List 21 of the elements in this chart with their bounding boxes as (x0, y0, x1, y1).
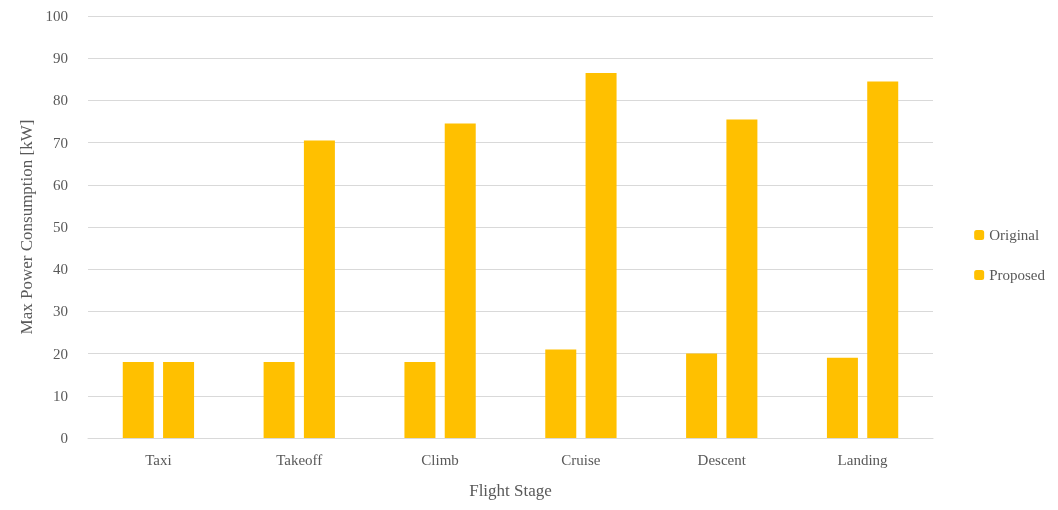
y-tick-label: 0 (60, 430, 68, 446)
y-tick-label: 90 (53, 50, 68, 67)
x-tick-label: Taxi (145, 451, 172, 468)
y-tick-label: 40 (53, 261, 68, 278)
y-tick-label: 70 (53, 134, 68, 151)
x-tick-label: Landing (837, 451, 889, 468)
y-tick-label: 20 (53, 345, 68, 362)
legend-label: Proposed (989, 267, 1046, 283)
y-tick-label: 80 (53, 92, 68, 109)
x-tick-label: Cruise (561, 451, 601, 468)
y-tick-label: 60 (53, 176, 68, 193)
y-tick-label: 30 (53, 303, 68, 320)
x-tick-label: Climb (421, 451, 459, 468)
y-tick-label: 100 (45, 8, 68, 24)
x-axis-title: Flight Stage (469, 481, 552, 500)
x-tick-label: Takeoff (276, 451, 323, 468)
y-tick-label: 10 (53, 387, 68, 404)
x-tick-label: Descent (697, 451, 747, 468)
legend-label: Original (989, 227, 1040, 243)
y-axis-title: Max Power Consumption [kW] (16, 119, 36, 335)
y-tick-label: 50 (53, 219, 68, 235)
